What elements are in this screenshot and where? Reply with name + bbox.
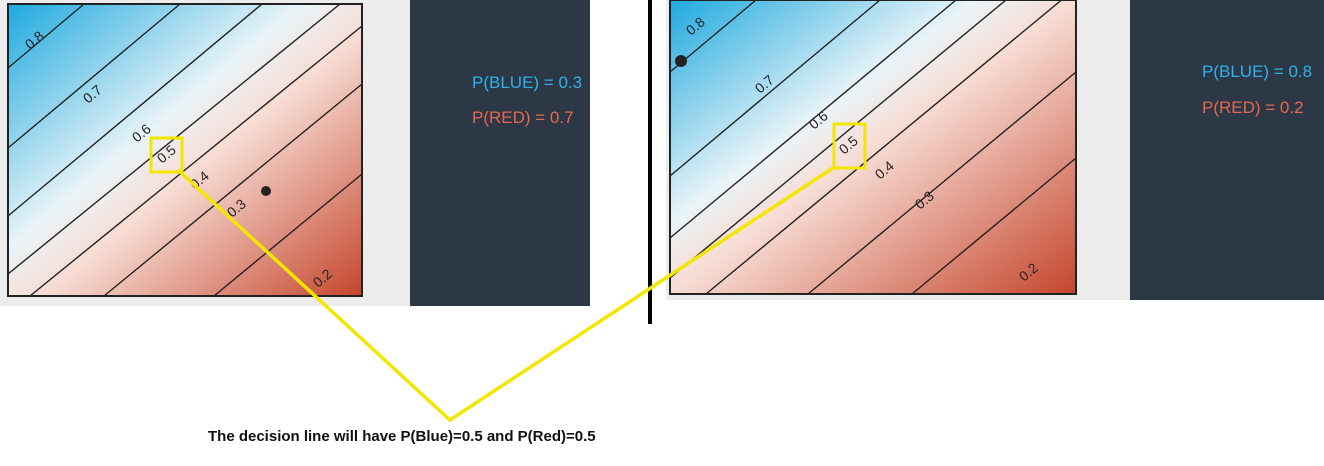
contour-line — [7, 3, 85, 69]
contour-line — [7, 3, 181, 149]
left-info-panel: P(BLUE) = 0.3 P(RED) = 0.7 — [410, 0, 590, 306]
contour-line — [807, 71, 1077, 295]
p-blue-label: P(BLUE) = 0.3 — [472, 73, 583, 92]
highlight-box — [149, 136, 184, 174]
p-red-label: P(RED) = 0.2 — [1202, 98, 1304, 117]
contour-line — [29, 25, 363, 297]
right-info-panel: P(BLUE) = 0.8 P(RED) = 0.2 — [1130, 0, 1324, 300]
plot-frame — [669, 0, 1077, 295]
left-contour-plot: 0.8 0.7 0.6 0.5 0.4 0.3 0.2 — [0, 0, 410, 306]
highlight-box — [832, 122, 867, 170]
caption-text: The decision line will have P(Blue)=0.5 … — [208, 428, 596, 445]
data-point — [675, 55, 687, 67]
right-contour-plot: 0.8 0.7 0.6 0.5 0.4 0.3 0.2 — [666, 0, 1130, 300]
right-plot-panel: 0.8 0.7 0.6 0.5 0.4 0.3 0.2 — [666, 0, 1130, 300]
contour-line — [911, 157, 1077, 295]
plot-frame — [7, 3, 363, 297]
left-plot-panel: 0.8 0.7 0.6 0.5 0.4 0.3 0.2 — [0, 0, 410, 306]
vertical-divider — [648, 0, 652, 324]
contour-line — [669, 0, 881, 177]
p-blue-label: P(BLUE) = 0.8 — [1202, 62, 1313, 81]
p-red-label: P(RED) = 0.7 — [472, 108, 574, 127]
data-point — [261, 186, 271, 196]
contour-line — [7, 3, 263, 217]
